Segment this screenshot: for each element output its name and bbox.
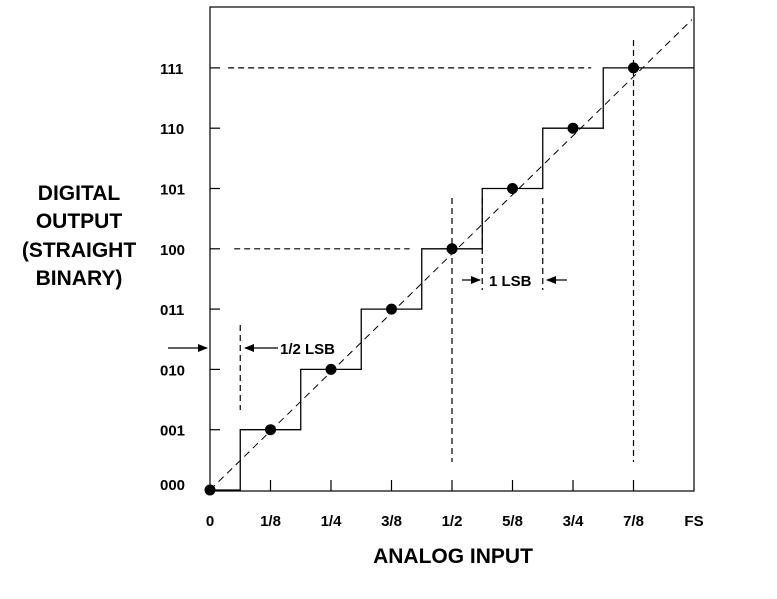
- y-axis-ticks: 000 001 010 011 100 101 110 111: [160, 61, 220, 494]
- code-center-point: [507, 183, 518, 194]
- y-tick-label: 101: [160, 182, 185, 199]
- x-tick-label: 1/4: [321, 513, 343, 530]
- y-axis-label-line-4: BINARY): [36, 267, 123, 290]
- x-tick-label: 7/8: [623, 513, 644, 530]
- x-tick-label: 5/8: [502, 513, 523, 530]
- y-axis-label-line-3: (STRAIGHT: [22, 239, 136, 262]
- ideal-diagonal-line: [209, 19, 693, 491]
- half-lsb-label: 1/2 LSB: [280, 341, 335, 358]
- y-tick-label: 000: [160, 477, 185, 494]
- y-tick-label: 100: [160, 242, 185, 259]
- code-center-point: [325, 363, 337, 375]
- y-tick-label: 110: [160, 121, 184, 138]
- code-center-point: [567, 122, 579, 134]
- code-center-point: [265, 424, 276, 436]
- code-center-points: [204, 62, 639, 496]
- x-tick-label: FS: [684, 513, 703, 530]
- x-axis-ticks: 0 1/8 1/4 3/8 1/2 5/8 3/4 7/8 FS: [206, 480, 704, 530]
- code-center-point: [446, 243, 458, 255]
- x-axis-label: ANALOG INPUT: [373, 545, 533, 568]
- code-center-point: [386, 303, 397, 315]
- code-center-point: [204, 484, 216, 496]
- x-tick-label: 0: [206, 513, 214, 530]
- y-tick-label: 001: [160, 423, 185, 440]
- y-axis-label-line-1: DIGITAL: [38, 182, 121, 205]
- one-lsb-label: 1 LSB: [489, 273, 532, 290]
- y-axis-label-line-2: OUTPUT: [36, 210, 123, 233]
- ideal-transfer-line: [209, 19, 693, 491]
- code-center-point: [628, 62, 639, 74]
- y-tick-label: 011: [160, 302, 184, 319]
- x-tick-label: 1/2: [442, 513, 463, 530]
- guide-lines: [228, 40, 635, 462]
- y-axis-label: DIGITAL OUTPUT (STRAIGHT BINARY): [22, 182, 136, 290]
- x-tick-label: 3/4: [563, 513, 585, 530]
- x-tick-label: 3/8: [381, 513, 402, 530]
- y-tick-label: 010: [160, 362, 185, 379]
- y-tick-label: 111: [160, 61, 183, 78]
- x-tick-label: 1/8: [260, 513, 281, 530]
- lsb-annotations: 1/2 LSB 1 LSB: [168, 273, 567, 358]
